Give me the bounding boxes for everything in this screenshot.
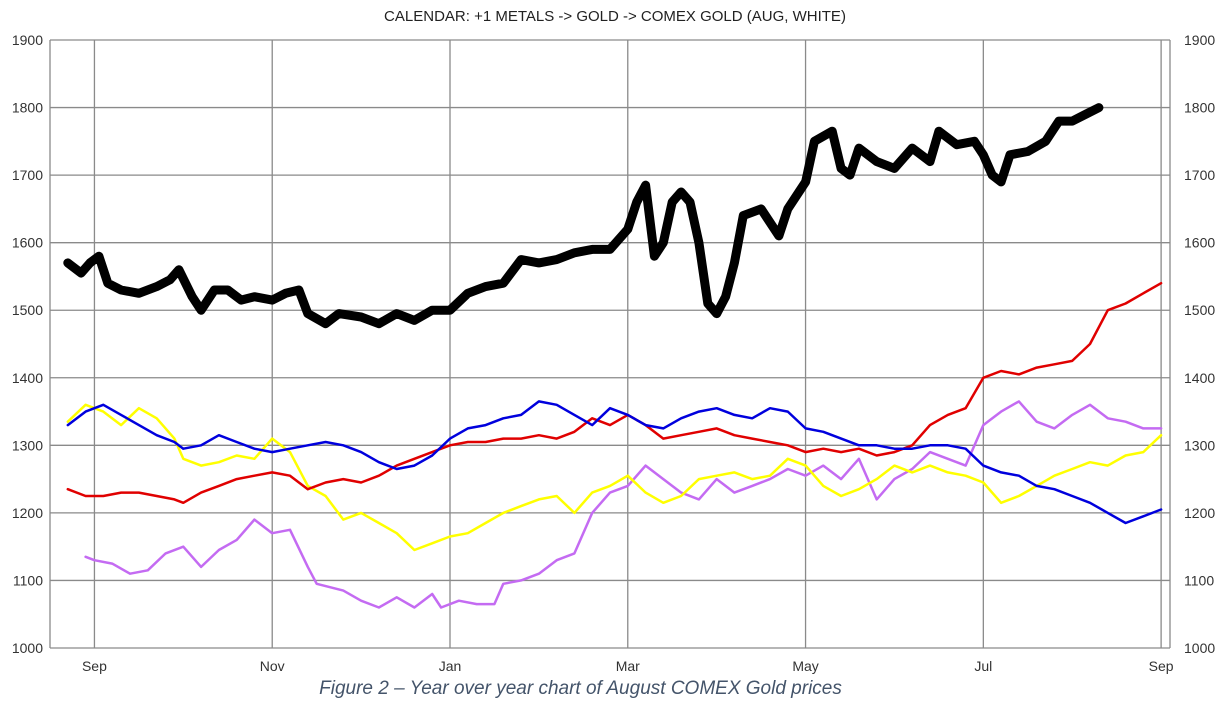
x-tick-label: Sep bbox=[1149, 658, 1174, 674]
series-line-3 bbox=[66, 400, 1163, 525]
series-line-4 bbox=[63, 103, 1104, 329]
axes bbox=[49, 40, 1171, 648]
y-tick-label-left: 1800 bbox=[12, 100, 43, 116]
x-axis: Sep Nov Jan Mar May Jul Sep bbox=[82, 658, 1174, 674]
y-tick-label-right: 1000 bbox=[1184, 640, 1215, 656]
chart-title: CALENDAR: +1 METALS -> GOLD -> COMEX GOL… bbox=[384, 8, 846, 25]
y-tick-label-right: 1300 bbox=[1184, 437, 1215, 453]
x-tick-label: Mar bbox=[616, 658, 640, 674]
y-tick-label-right: 1500 bbox=[1184, 302, 1215, 318]
y-tick-label-right: 1800 bbox=[1184, 100, 1215, 116]
y-tick-label-right: 1100 bbox=[1184, 572, 1214, 588]
y-axis-right: 1000 1100 1200 1300 1400 1500 1600 1700 1800 1900 bbox=[1184, 32, 1215, 656]
y-tick-label-right: 1400 bbox=[1184, 370, 1215, 386]
y-tick-label-left: 1400 bbox=[12, 370, 43, 386]
figure-caption: Figure 2 – Year over year chart of Augus… bbox=[319, 678, 842, 699]
y-tick-label-right: 1900 bbox=[1184, 32, 1215, 48]
y-tick-label-left: 1600 bbox=[12, 235, 43, 251]
series-line-0 bbox=[84, 400, 1163, 609]
series-line-2 bbox=[66, 281, 1163, 505]
y-tick-label-right: 1600 bbox=[1184, 235, 1215, 251]
y-axis-left: 1000 1100 1200 1300 1400 1500 1600 1700 1800 1900 bbox=[12, 32, 43, 656]
x-tick-label: Nov bbox=[260, 658, 285, 674]
x-tick-label: Sep bbox=[82, 658, 107, 674]
y-tick-label-left: 1200 bbox=[12, 505, 43, 521]
grid-lines bbox=[50, 39, 1170, 649]
y-tick-label-left: 1500 bbox=[12, 302, 43, 318]
y-tick-label-left: 1900 bbox=[12, 32, 43, 48]
y-tick-label-right: 1700 bbox=[1184, 167, 1215, 183]
x-tick-label: Jul bbox=[974, 658, 992, 674]
y-tick-label-left: 1700 bbox=[12, 167, 43, 183]
series-line-1 bbox=[66, 403, 1163, 552]
y-tick-label-left: 1100 bbox=[13, 572, 43, 588]
y-tick-label-left: 1300 bbox=[12, 437, 43, 453]
x-tick-label: Jan bbox=[439, 658, 462, 674]
series-lines bbox=[63, 103, 1163, 609]
y-tick-label-right: 1200 bbox=[1184, 505, 1215, 521]
y-tick-label-left: 1000 bbox=[12, 640, 43, 656]
x-tick-label: May bbox=[792, 658, 818, 674]
